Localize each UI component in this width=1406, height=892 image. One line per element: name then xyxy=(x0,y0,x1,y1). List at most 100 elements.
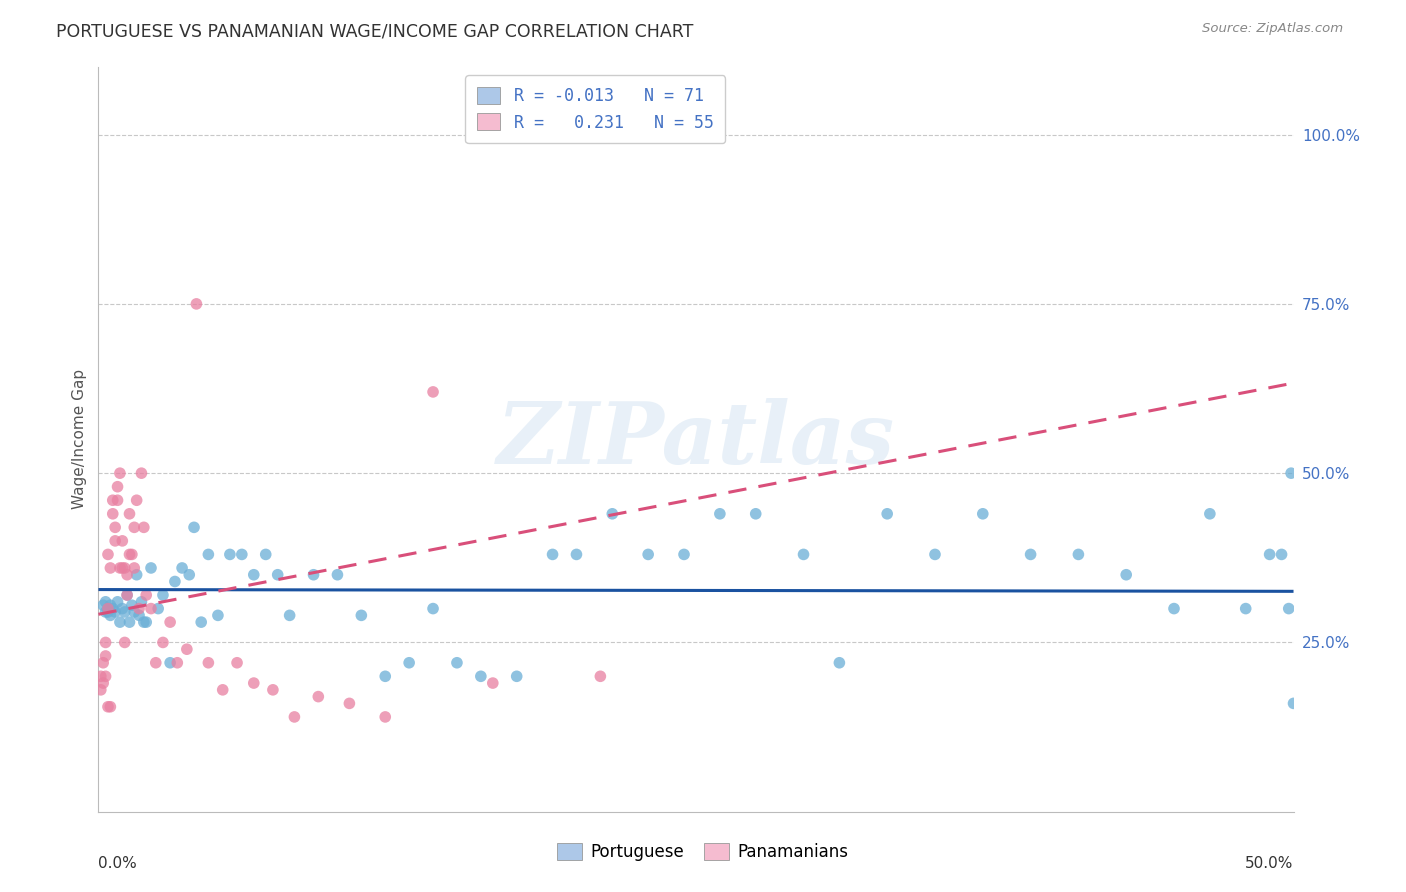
Point xyxy=(243,567,266,582)
Point xyxy=(793,548,815,562)
Point xyxy=(1067,548,1090,562)
Point xyxy=(231,548,253,562)
Point xyxy=(267,567,290,582)
Point xyxy=(166,656,188,670)
Point xyxy=(124,520,146,534)
Point xyxy=(115,567,138,582)
Point xyxy=(481,676,505,690)
Point xyxy=(101,601,124,615)
Point xyxy=(114,605,136,619)
Point xyxy=(118,615,141,629)
Point xyxy=(94,648,117,663)
Point xyxy=(108,466,131,480)
Point xyxy=(541,548,564,562)
Point xyxy=(97,605,120,619)
Point xyxy=(709,507,731,521)
Point xyxy=(91,656,114,670)
Point xyxy=(211,682,233,697)
Point xyxy=(1271,548,1294,562)
Point xyxy=(470,669,492,683)
Text: 50.0%: 50.0% xyxy=(1246,856,1294,871)
Point xyxy=(1199,507,1222,521)
Point xyxy=(107,493,129,508)
Point xyxy=(1163,601,1185,615)
Point xyxy=(302,567,325,582)
Point xyxy=(139,561,162,575)
Point xyxy=(446,656,468,670)
Text: PORTUGUESE VS PANAMANIAN WAGE/INCOME GAP CORRELATION CHART: PORTUGUESE VS PANAMANIAN WAGE/INCOME GAP… xyxy=(56,22,693,40)
Point xyxy=(125,493,148,508)
Y-axis label: Wage/Income Gap: Wage/Income Gap xyxy=(72,369,87,509)
Point xyxy=(422,384,444,399)
Point xyxy=(101,507,124,521)
Point xyxy=(135,588,157,602)
Point xyxy=(91,598,114,612)
Point xyxy=(1258,548,1281,562)
Point xyxy=(1019,548,1042,562)
Point xyxy=(118,507,141,521)
Point xyxy=(114,635,136,649)
Point xyxy=(114,561,136,575)
Point xyxy=(125,567,148,582)
Point xyxy=(132,520,155,534)
Point xyxy=(876,507,898,521)
Point xyxy=(111,601,134,615)
Point xyxy=(108,615,131,629)
Point xyxy=(190,615,212,629)
Point xyxy=(589,669,612,683)
Point xyxy=(565,548,588,562)
Point xyxy=(326,567,349,582)
Point xyxy=(98,598,122,612)
Point xyxy=(163,574,186,589)
Point xyxy=(226,656,249,670)
Point xyxy=(278,608,301,623)
Point xyxy=(107,595,129,609)
Point xyxy=(350,608,373,623)
Point xyxy=(924,548,946,562)
Point xyxy=(108,561,131,575)
Point xyxy=(339,697,361,711)
Point xyxy=(97,601,120,615)
Point xyxy=(374,710,396,724)
Point xyxy=(97,601,120,615)
Point xyxy=(104,533,127,548)
Text: 0.0%: 0.0% xyxy=(98,856,138,871)
Point xyxy=(121,548,143,562)
Point xyxy=(98,561,122,575)
Point xyxy=(307,690,329,704)
Point xyxy=(183,520,205,534)
Point xyxy=(104,520,127,534)
Point xyxy=(115,588,138,602)
Point xyxy=(148,601,170,615)
Point xyxy=(111,533,134,548)
Legend: R = -0.013   N = 71, R =   0.231   N = 55: R = -0.013 N = 71, R = 0.231 N = 55 xyxy=(465,75,725,144)
Point xyxy=(673,548,696,562)
Text: ZIPatlas: ZIPatlas xyxy=(496,398,896,481)
Point xyxy=(101,493,124,508)
Point xyxy=(94,669,117,683)
Point xyxy=(602,507,624,521)
Point xyxy=(159,615,181,629)
Point xyxy=(422,601,444,615)
Point xyxy=(97,699,120,714)
Text: Source: ZipAtlas.com: Source: ZipAtlas.com xyxy=(1202,22,1343,36)
Point xyxy=(135,615,157,629)
Point xyxy=(111,561,134,575)
Point xyxy=(637,548,659,562)
Point xyxy=(94,605,117,619)
Point xyxy=(1279,466,1302,480)
Point xyxy=(207,608,229,623)
Point xyxy=(128,608,150,623)
Point xyxy=(124,561,146,575)
Point xyxy=(115,588,138,602)
Point xyxy=(262,682,284,697)
Point xyxy=(972,507,994,521)
Point xyxy=(186,297,208,311)
Point xyxy=(124,605,146,619)
Point xyxy=(506,669,529,683)
Point xyxy=(176,642,198,657)
Point xyxy=(197,548,219,562)
Point xyxy=(131,466,153,480)
Point xyxy=(159,656,181,670)
Point xyxy=(94,595,117,609)
